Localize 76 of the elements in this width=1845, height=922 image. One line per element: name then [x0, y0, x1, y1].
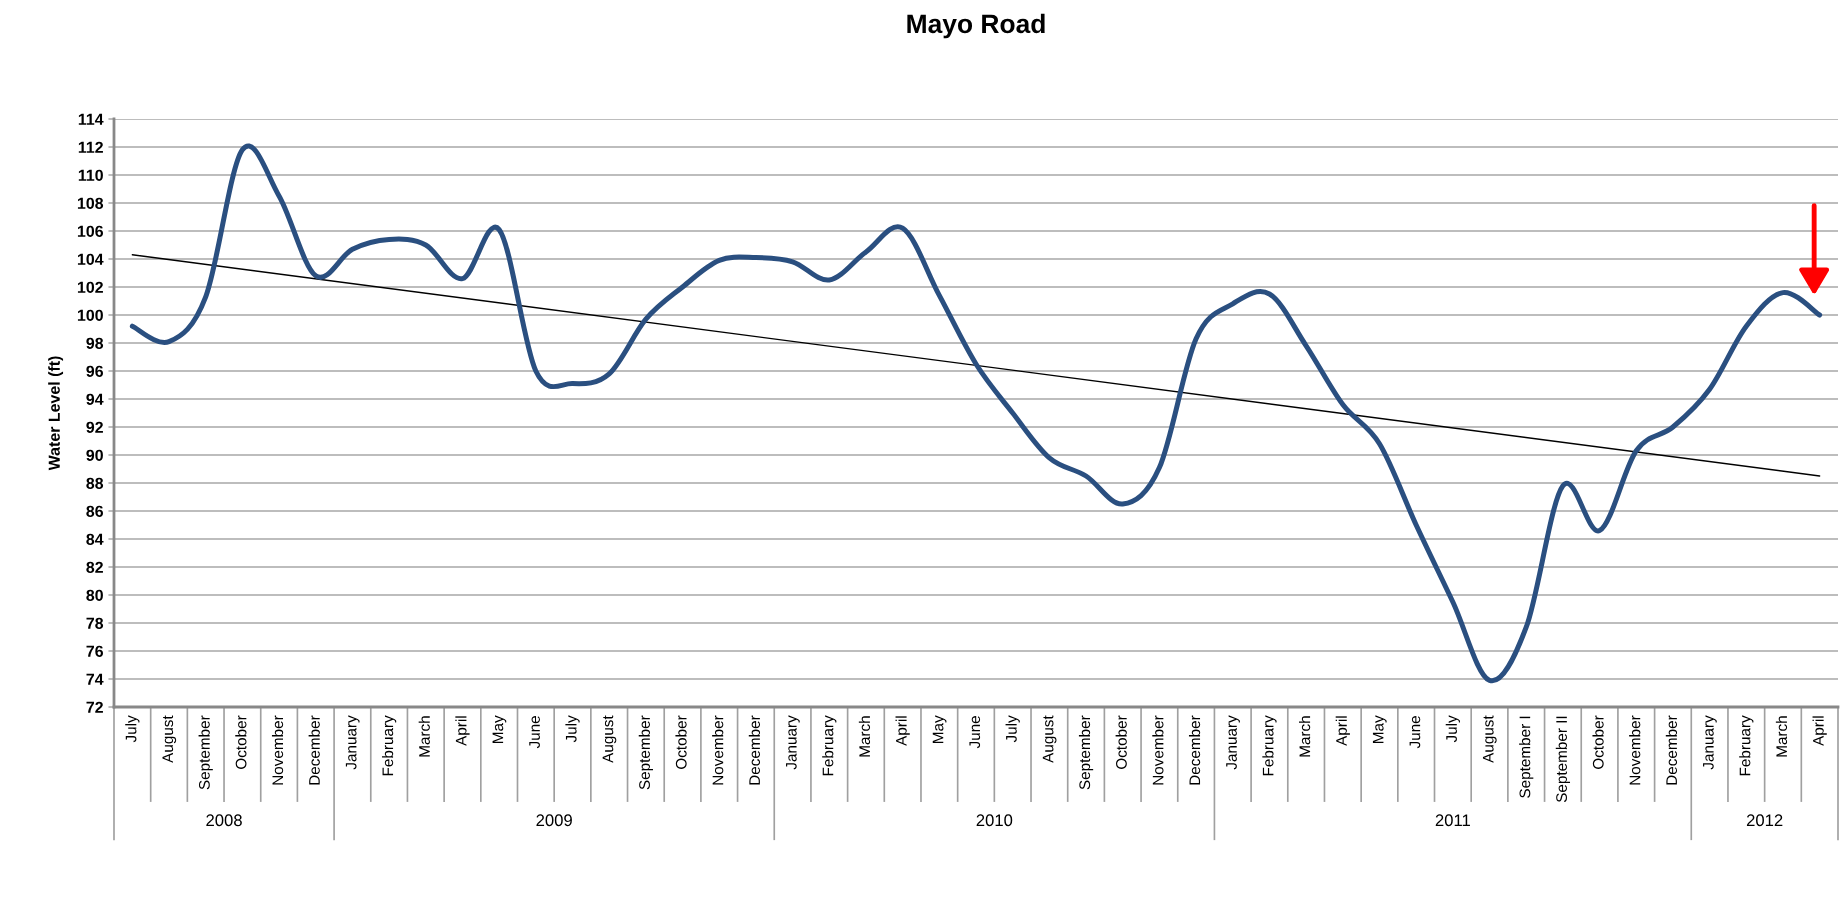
x-tick-label: September II: [1555, 716, 1571, 803]
y-tick-label: 84: [86, 533, 104, 545]
x-tick-label: September: [1078, 715, 1094, 790]
text: 2012: [1746, 814, 1783, 827]
y-tick-label: 114: [78, 113, 104, 125]
x-tick-label: February: [381, 715, 397, 776]
y-tick-label: 80: [86, 589, 103, 601]
x-tick-label: January: [1703, 715, 1717, 770]
y-axis-title: Water Level (ft): [48, 356, 64, 471]
y-tick-label: 86: [86, 505, 104, 517]
x-tick-label: August: [162, 715, 177, 763]
x-tick-label: January: [1226, 715, 1240, 770]
x-tick-label: July: [125, 715, 140, 743]
x-tick-label: August: [602, 715, 617, 763]
x-tick-label: October: [235, 715, 247, 769]
x-tick-label: March: [858, 716, 871, 757]
y-tick-label: 98: [86, 337, 104, 349]
y-tick-label: 72: [86, 701, 103, 713]
x-tick-label: September: [198, 715, 213, 790]
x-tick-label: October: [1592, 715, 1604, 769]
y-tick-label: 96: [86, 365, 104, 377]
y-tick-label: 76: [86, 645, 104, 657]
x-tick-label: April: [1335, 716, 1350, 746]
x-tick-label: August: [1482, 715, 1497, 763]
y-tick-label: 90: [86, 449, 103, 461]
x-tick-label: March: [418, 716, 430, 757]
x-tick-label: February: [822, 715, 837, 776]
x-tick-label: July: [1445, 715, 1460, 743]
x-tick-label: July: [1005, 715, 1020, 743]
text: 2008: [206, 814, 242, 827]
x-tick-label: July: [565, 715, 580, 743]
y-tick-label: 82: [86, 561, 103, 573]
text: 2010: [976, 814, 1013, 827]
x-tick-label: January: [345, 715, 360, 770]
text: 2011: [1435, 814, 1470, 827]
x-tick-label: August: [1042, 715, 1057, 763]
x-tick-label: February: [1739, 715, 1754, 776]
x-tick-label: May: [1372, 715, 1387, 743]
x-tick-label: January: [786, 715, 800, 770]
x-tick-label: November: [712, 715, 724, 785]
y-tick-label: 102: [77, 281, 103, 293]
y-tick-label: 92: [86, 421, 103, 433]
x-tick-label: June: [1409, 716, 1421, 749]
chart-title: Mayo Road: [907, 13, 1045, 39]
x-tick-label: December: [308, 715, 320, 785]
x-tick-label: May: [492, 715, 507, 743]
y-tick-label: 94: [86, 393, 104, 405]
x-tick-label: June: [529, 716, 540, 749]
x-tick-label: March: [1775, 716, 1788, 757]
x-tick-label: December: [1188, 715, 1201, 785]
x-tick-label: November: [1152, 715, 1164, 785]
y-tick-label: 74: [86, 673, 104, 685]
x-tick-label: April: [455, 716, 470, 746]
x-tick-label: May: [932, 715, 947, 743]
y-tick-label: 104: [77, 253, 104, 265]
x-tick-label: November: [1629, 715, 1641, 785]
y-tick-label: 78: [86, 617, 104, 629]
y-tick-label: 108: [77, 197, 104, 209]
x-tick-label: April: [895, 716, 910, 746]
y-tick-label: 110: [78, 169, 103, 181]
x-tick-label: September: [638, 715, 653, 790]
x-tick-label: December: [748, 715, 761, 785]
y-tick-label: 100: [77, 309, 103, 321]
x-tick-label: September I: [1519, 716, 1534, 798]
text: 2009: [536, 814, 572, 827]
x-tick-label: March: [1299, 716, 1311, 757]
x-tick-label: October: [1115, 715, 1127, 769]
x-tick-label: October: [675, 715, 687, 769]
x-tick-label: April: [1812, 716, 1827, 746]
y-tick-label: 106: [77, 225, 104, 237]
x-tick-label: November: [271, 715, 284, 785]
x-tick-label: June: [969, 716, 981, 749]
x-tick-label: December: [1665, 715, 1678, 785]
x-tick-label: February: [1262, 715, 1277, 776]
y-tick-label: 112: [78, 141, 103, 153]
y-tick-label: 88: [86, 477, 104, 489]
